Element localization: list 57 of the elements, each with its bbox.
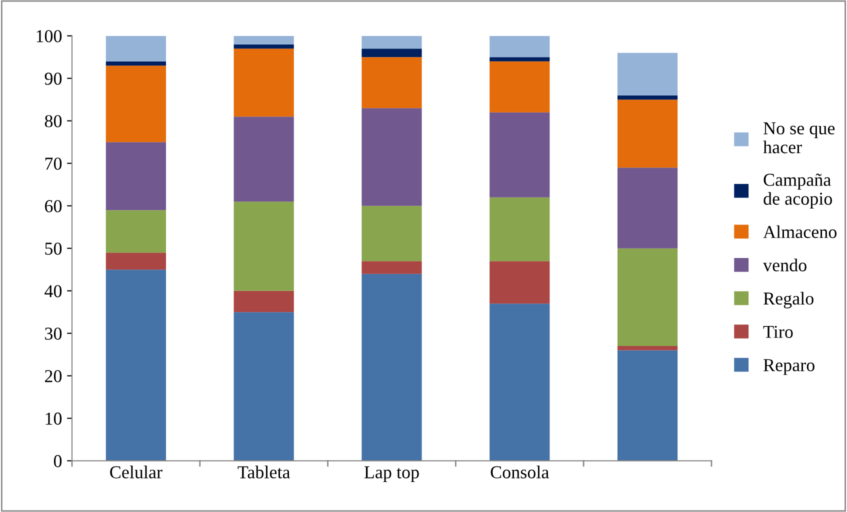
bar	[490, 197, 550, 262]
bar	[234, 202, 294, 291]
y-tick-label: 40	[44, 285, 62, 298]
bar	[362, 57, 422, 108]
x-tick-label: Celular	[110, 466, 162, 478]
bar	[234, 44, 294, 49]
legend-label: Regalo	[764, 292, 814, 308]
bar	[617, 100, 678, 168]
bar	[106, 270, 166, 461]
bar	[617, 350, 678, 461]
legend-label: No se que hacer	[763, 122, 835, 154]
bar	[617, 95, 678, 100]
y-tick-label: 50	[45, 242, 62, 255]
bar	[490, 57, 550, 62]
bar	[234, 312, 294, 461]
bar	[362, 48, 422, 58]
legend-label: Campaña de acopio	[764, 174, 832, 208]
legend-label: Reparo	[764, 359, 814, 375]
bar	[234, 290, 294, 312]
bar	[106, 142, 166, 210]
x-tick-label: Lap top	[364, 466, 419, 482]
bar	[106, 36, 166, 62]
y-tick-label: 60	[44, 200, 62, 212]
bar	[362, 36, 422, 49]
bar	[362, 261, 422, 274]
bar	[362, 274, 422, 461]
y-tick-label: 70	[45, 158, 62, 170]
bar	[106, 210, 166, 253]
bar	[362, 108, 422, 206]
legend-label: Tiro	[763, 326, 793, 338]
bar	[234, 116, 294, 202]
bar	[490, 112, 550, 198]
y-tick-label: 30	[45, 328, 62, 340]
bar	[490, 61, 550, 112]
bar	[234, 48, 294, 117]
bar	[106, 66, 166, 142]
x-tick-label: Consola	[490, 466, 549, 478]
bar	[617, 346, 678, 350]
bar	[617, 248, 678, 346]
bar	[106, 61, 166, 66]
bar	[617, 168, 678, 248]
y-tick-label: 0	[54, 455, 62, 468]
legend-label: vendo	[763, 258, 806, 272]
y-tick-label: 20	[45, 370, 62, 382]
bar	[362, 206, 422, 262]
bar	[490, 36, 550, 58]
y-tick-label: 90	[44, 72, 62, 85]
bar	[234, 36, 294, 44]
legend-label: Almaceno	[763, 225, 837, 238]
bar	[617, 52, 678, 96]
y-tick-label: 80	[44, 115, 62, 128]
y-tick-label: 10	[46, 412, 62, 425]
x-tick-label: Tableta	[238, 466, 290, 478]
bar	[106, 252, 166, 270]
bar	[490, 261, 550, 304]
y-tick-label: 100	[36, 30, 62, 42]
bar	[490, 304, 550, 461]
